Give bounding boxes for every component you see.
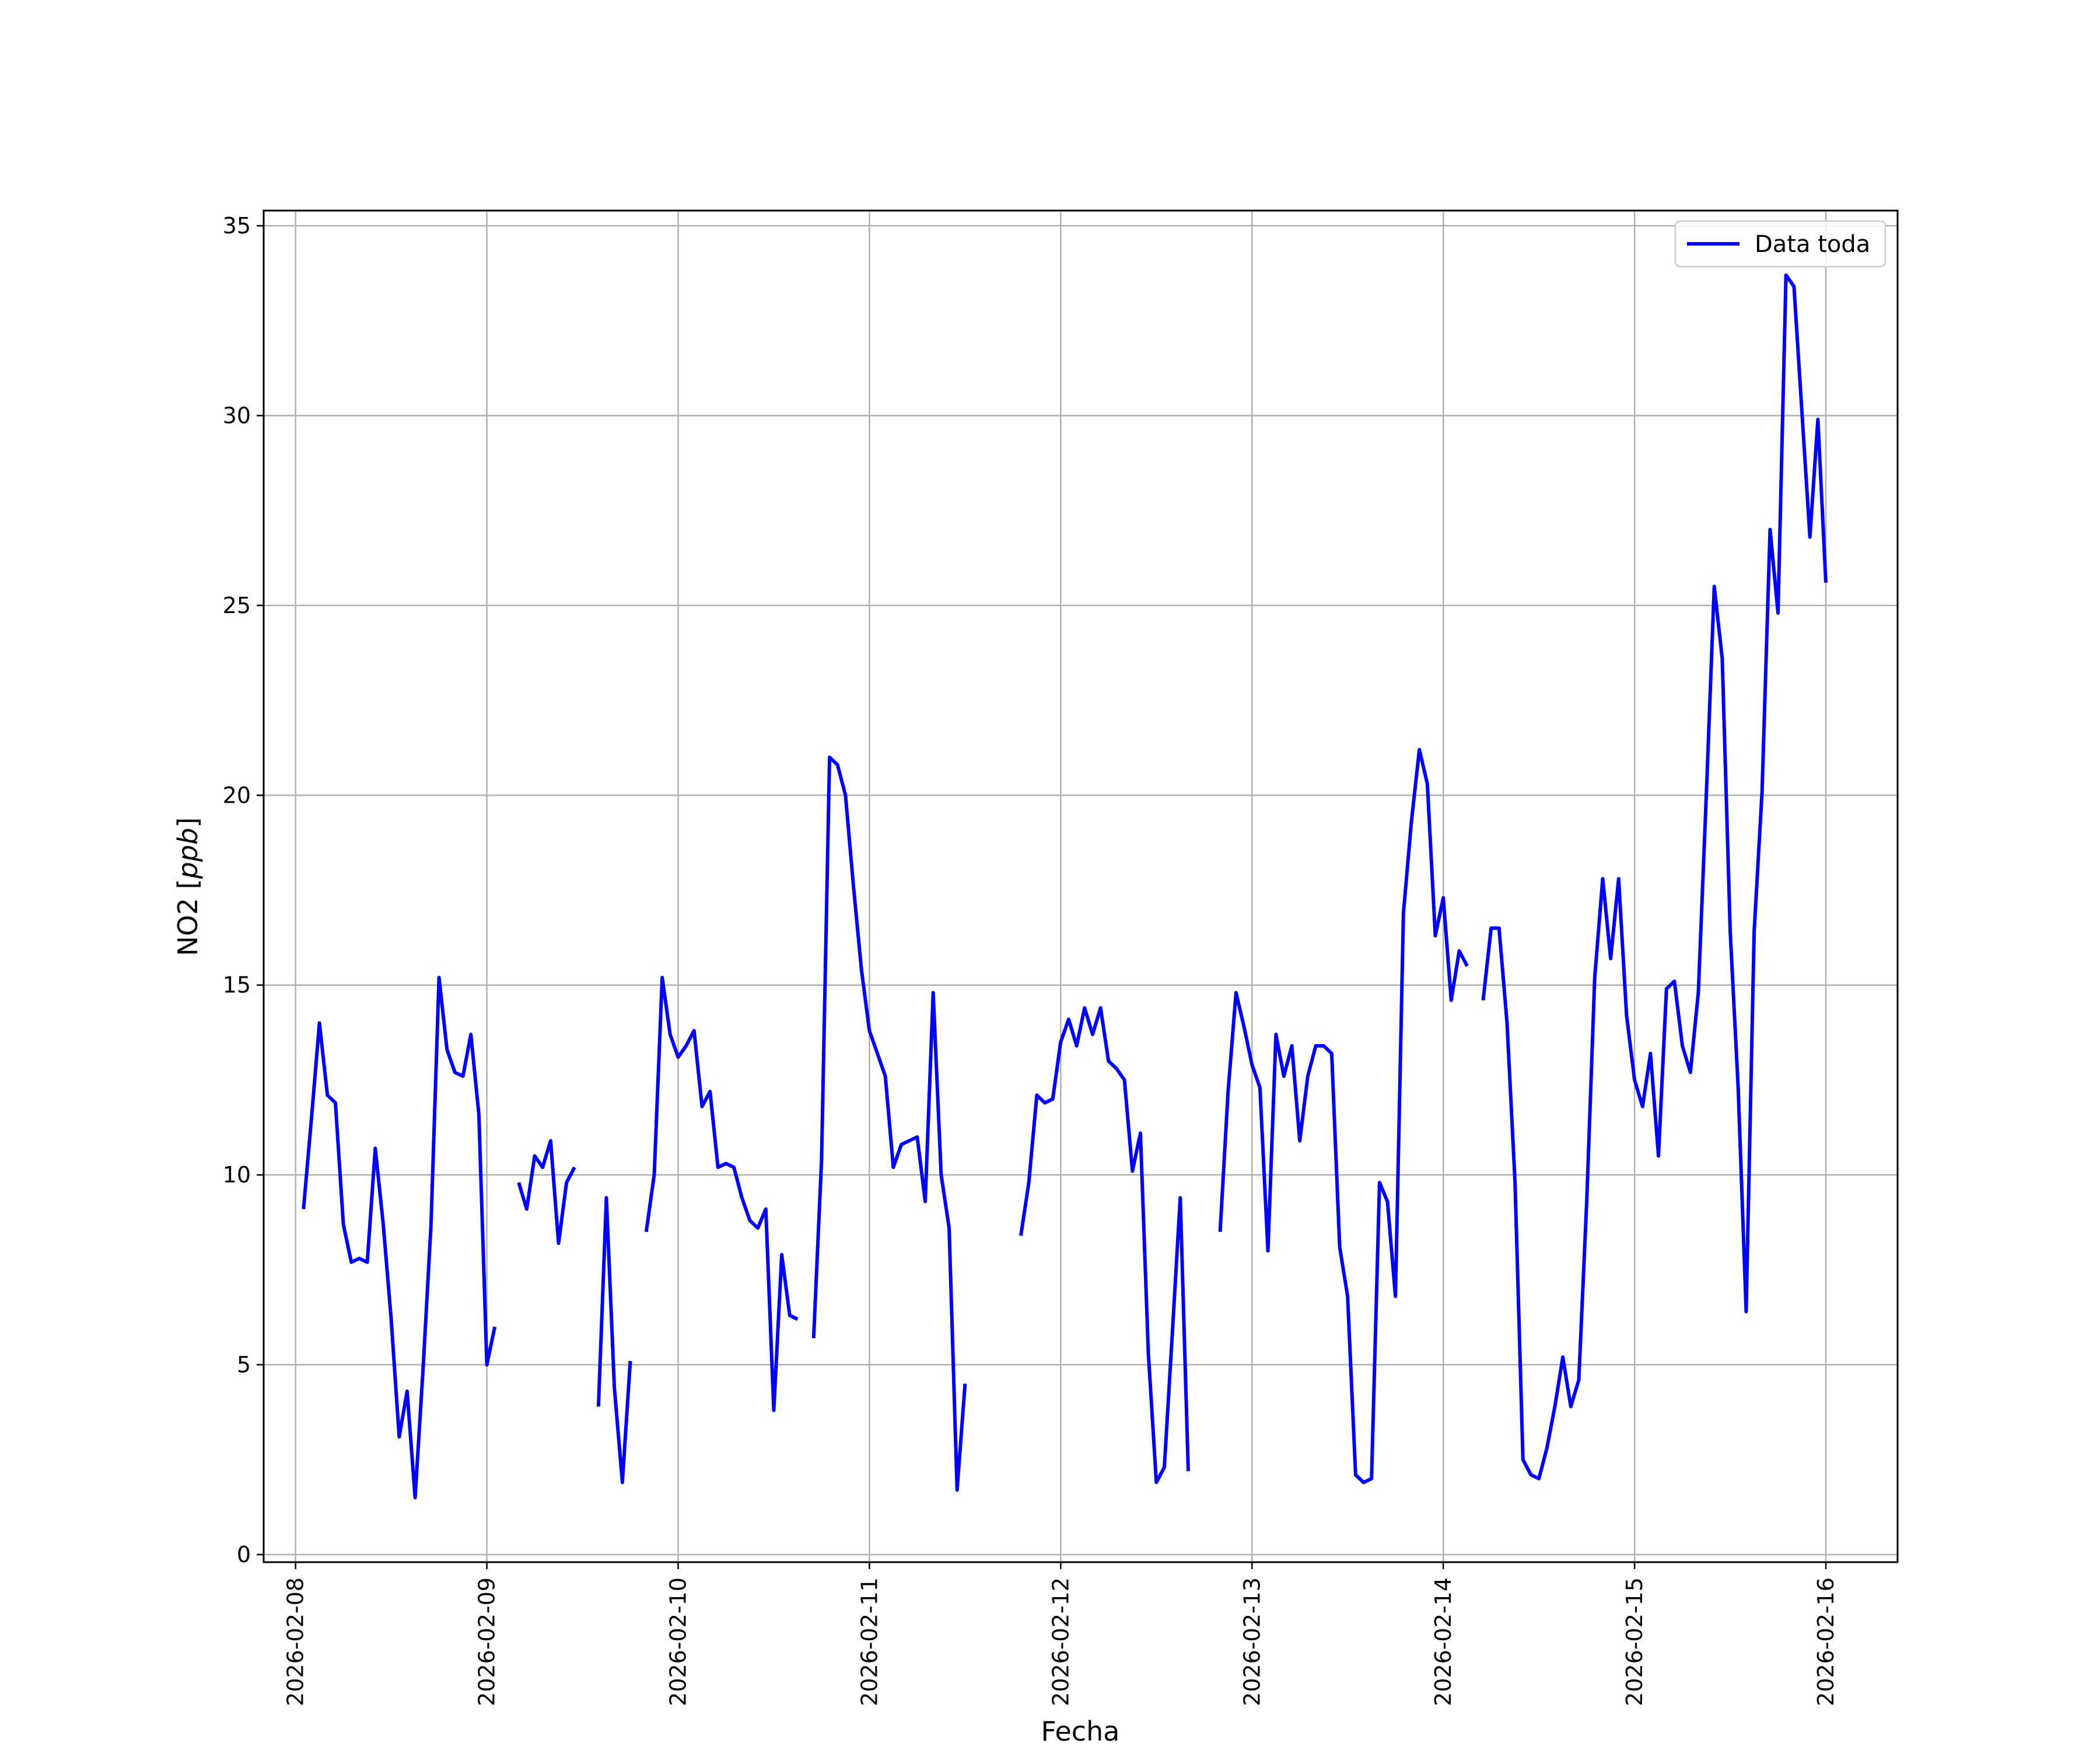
x-tick-label: 2026-02-14 (1430, 1577, 1456, 1706)
x-tick-label: 2026-02-11 (856, 1577, 882, 1706)
y-tick-label: 20 (223, 782, 251, 808)
series-line-segment (644, 975, 799, 1412)
series-layer (302, 273, 1828, 1500)
series-line-segment (517, 1139, 576, 1245)
x-tick-label: 2026-02-09 (474, 1577, 500, 1706)
x-tick-label: 2026-02-16 (1813, 1577, 1839, 1706)
y-tick-label: 35 (223, 213, 251, 239)
series-line-segment (1218, 748, 1469, 1485)
x-axis-label: Fecha (1041, 1716, 1120, 1747)
plot-area (264, 211, 1898, 1562)
y-tick-label: 30 (223, 402, 251, 428)
y-tick-label: 25 (223, 593, 251, 618)
series-line-segment (302, 975, 497, 1500)
y-tick-label: 5 (237, 1352, 251, 1378)
grid (264, 211, 1898, 1562)
y-tick-label: 15 (223, 972, 251, 998)
legend-label: Data toda (1755, 231, 1870, 258)
y-tick-label: 10 (223, 1162, 251, 1188)
y-tick-label: 0 (237, 1542, 251, 1567)
series-line-segment (1019, 1006, 1190, 1485)
x-tick-label: 2026-02-15 (1622, 1577, 1647, 1706)
series-line-segment (811, 755, 967, 1492)
legend: Data toda (1674, 220, 1887, 268)
legend-box (1674, 220, 1887, 268)
x-tick-label: 2026-02-13 (1239, 1577, 1265, 1706)
x-tick-label: 2026-02-12 (1048, 1577, 1073, 1706)
plot-frame (262, 209, 1899, 1563)
x-tick-label: 2026-02-10 (665, 1577, 691, 1706)
ticks: 2026-02-08 2026-02-09 2026-02-10 2026-02-11… (223, 213, 1839, 1706)
series-line-segment (596, 1196, 632, 1485)
series-line-segment (1481, 273, 1828, 1480)
y-axis-label: NO2 [ppb] (172, 817, 204, 956)
x-tick-label: 2026-02-08 (283, 1577, 309, 1706)
